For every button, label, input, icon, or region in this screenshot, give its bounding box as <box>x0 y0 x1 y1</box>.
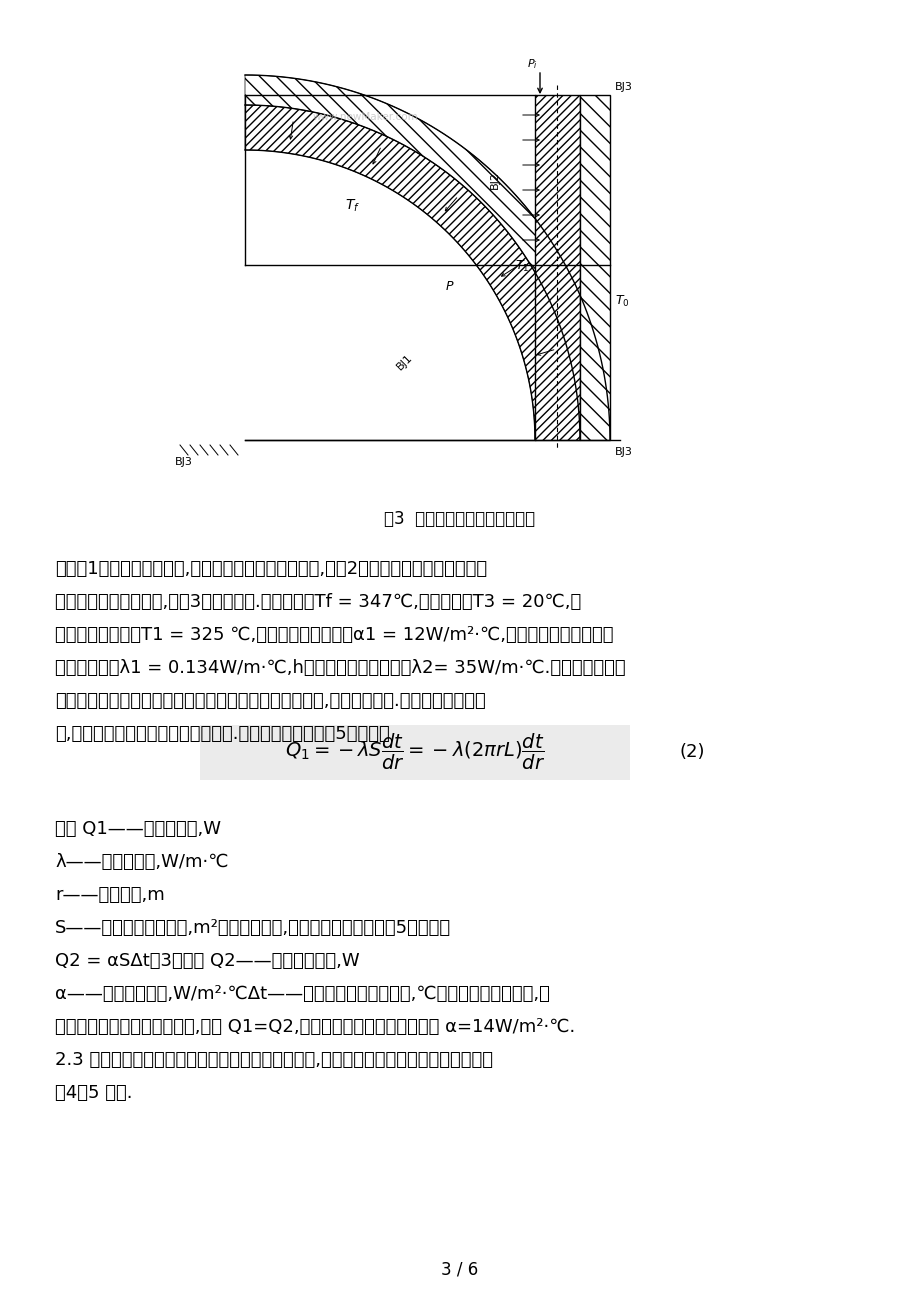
Text: λ——热传导系数,W/m·℃: λ——热传导系数,W/m·℃ <box>55 853 228 871</box>
Text: 容器器壁的对流传热系数可根据实测容器壁温、介质温度,用逆推法得出.对于圆筒定态热传: 容器器壁的对流传热系数可根据实测容器壁温、介质温度,用逆推法得出.对于圆筒定态热… <box>55 691 485 710</box>
Text: BJ1: BJ1 <box>395 353 414 372</box>
Text: $P$: $P$ <box>445 280 454 293</box>
Text: BJ3: BJ3 <box>614 447 632 457</box>
Text: 与容器器壁的对流边界,边界3为绝热边界.介质温度为Tf = 347℃,空气温度为T3 = 20℃,实: 与容器器壁的对流边界,边界3为绝热边界.介质温度为Tf = 347℃,空气温度为… <box>55 592 581 611</box>
Text: (2): (2) <box>679 743 705 760</box>
Text: BJ3: BJ3 <box>614 82 632 92</box>
Text: 3 / 6: 3 / 6 <box>441 1260 478 1279</box>
Text: Q2 = αSΔt（3）式中 Q2——对流传热速率,W: Q2 = αSΔt（3）式中 Q2——对流传热速率,W <box>55 952 359 970</box>
Text: $T_f$: $T_f$ <box>345 198 359 215</box>
Text: S——圆筒内外壁表面积,m²对于对流传热,其对流传热速率方程［5］如下：: S——圆筒内外壁表面积,m²对于对流传热,其对流传热速率方程［5］如下： <box>55 919 450 937</box>
Polygon shape <box>244 105 579 440</box>
Text: 测容器外壁温度为T1 = 325 ℃,空气对流传热系数为α1 = 12W/m²·℃,保温层（微孔硅酸钙）: 测容器外壁温度为T1 = 325 ℃,空气对流传热系数为α1 = 12W/m²·… <box>55 626 613 644</box>
Text: 图4、5 所示.: 图4、5 所示. <box>55 1085 132 1101</box>
Text: 图3  机械应力加热应力计算模型: 图3 机械应力加热应力计算模型 <box>384 510 535 529</box>
Text: 过各层的传热速率都是相同的,所以 Q1=Q2,由此推出介质的对流换热系数 α=14W/m²·℃.: 过各层的传热速率都是相同的,所以 Q1=Q2,由此推出介质的对流换热系数 α=1… <box>55 1018 574 1036</box>
Polygon shape <box>244 76 609 440</box>
Text: 导,通过各层的热传导速率都是相同的.热传导速率方程式［5］如下：: 导,通过各层的热传导速率都是相同的.热传导速率方程式［5］如下： <box>55 725 390 743</box>
Text: 2.3 计算结果与分析利用该模型的原始尺寸进行计算,第三强度理论相当应力等值线云图如: 2.3 计算结果与分析利用该模型的原始尺寸进行计算,第三强度理论相当应力等值线云… <box>55 1051 493 1069</box>
Text: 在边界1上为保温层与空气,以与裙座与空气的对流边界,边界2为加氢反应器内部流体介质: 在边界1上为保温层与空气,以与裙座与空气的对流边界,边界2为加氢反应器内部流体介… <box>55 560 486 578</box>
Bar <box>535 95 579 440</box>
Text: r——圆筒半径,m: r——圆筒半径,m <box>55 885 165 904</box>
Text: BJ2: BJ2 <box>490 171 499 189</box>
Text: $T_1$: $T_1$ <box>515 259 528 275</box>
Bar <box>199 725 630 780</box>
Text: BJ3: BJ3 <box>175 457 193 467</box>
Text: www.newMaker.com: www.newMaker.com <box>312 112 417 122</box>
Text: 式中 Q1——热传导速率,W: 式中 Q1——热传导速率,W <box>55 820 221 838</box>
Text: $Q_1 = -\lambda S\dfrac{dt}{dr} = -\lambda (2\pi rL)\dfrac{dt}{dr}$: $Q_1 = -\lambda S\dfrac{dt}{dr} = -\lamb… <box>285 732 545 772</box>
Text: 热传导系数为λ1 = 0.134W/m·℃,h型锻件的热传导系数为λ2= 35W/m·℃.内部流体介质与: 热传导系数为λ1 = 0.134W/m·℃,h型锻件的热传导系数为λ2= 35W… <box>55 659 625 677</box>
Text: $P_i$: $P_i$ <box>527 57 538 70</box>
Text: α——对流传热系数,W/m²·℃Δt——流体与壁面间的温度差,℃对于圆筒定态热传导,通: α——对流传热系数,W/m²·℃Δt——流体与壁面间的温度差,℃对于圆筒定态热传… <box>55 986 550 1003</box>
Text: $T_0$: $T_0$ <box>614 294 629 309</box>
Bar <box>579 95 609 440</box>
